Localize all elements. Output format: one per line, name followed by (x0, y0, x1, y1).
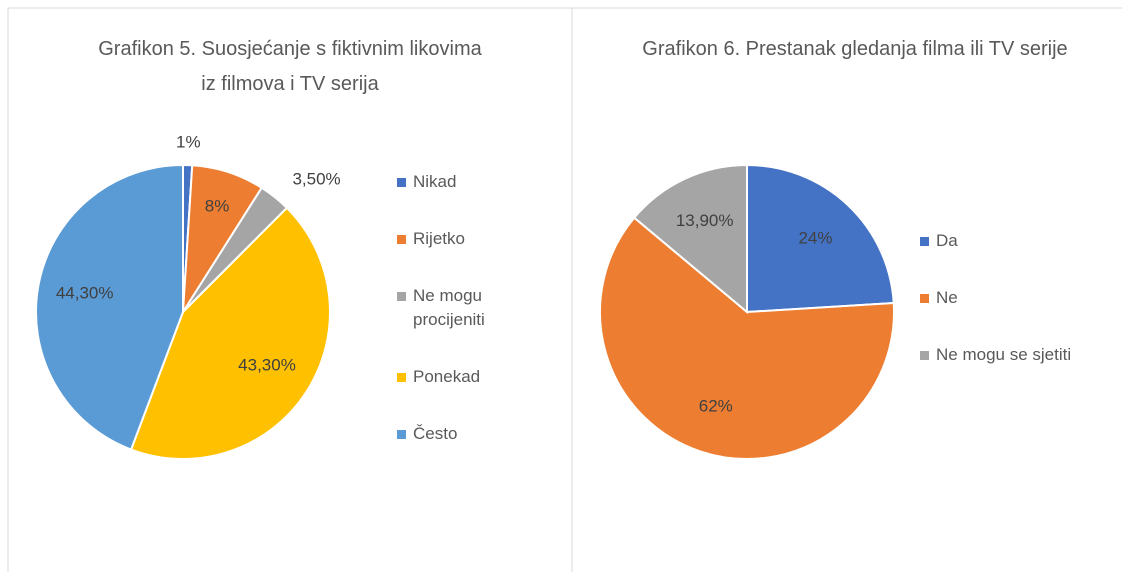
chart-title: Grafikon 6. Prestanak gledanja filma ili… (642, 38, 1068, 60)
legend-swatch (920, 351, 929, 360)
legend-label: Da (936, 231, 958, 250)
legend-item: Rijetko (397, 227, 557, 251)
legend-swatch (920, 237, 929, 246)
data-label: 44,30% (56, 284, 114, 303)
data-label: 3,50% (292, 170, 340, 189)
legend-item: Ponekad (397, 365, 557, 389)
data-label: 43,30% (238, 356, 296, 375)
legend-label: Često (413, 424, 458, 443)
data-label: 13,90% (676, 211, 734, 230)
legend-label: Nikad (413, 172, 457, 191)
pie-slice (599, 216, 895, 460)
legend-item: Ne mogu se sjetiti (920, 343, 1120, 367)
legend-swatch (397, 373, 406, 382)
chart-title: Grafikon 5. Suosjećanje s fiktivnim liko… (98, 38, 482, 95)
legend-swatch (397, 430, 406, 439)
legend-swatch (397, 235, 406, 244)
legend-item: Često (397, 422, 557, 446)
legend-swatch (397, 178, 406, 187)
legend-label: Ponekad (413, 367, 481, 386)
data-label: 24% (798, 229, 832, 248)
pie-slice (632, 163, 748, 315)
pie-slice (35, 163, 184, 451)
legend: Nikad Rijetko Ne mogu procijeniti Ponekad Če… (397, 170, 557, 479)
legend-item: Ne (920, 286, 1120, 310)
legend-swatch (397, 292, 406, 301)
legend-swatch (920, 294, 929, 303)
data-label: 8% (205, 197, 230, 216)
legend-item: Ne mogu procijeniti (397, 284, 557, 332)
legend-label: Ne mogu se sjetiti (936, 345, 1072, 364)
data-label: 62% (699, 396, 733, 415)
legend-label: Rijetko (413, 229, 465, 248)
legend-label: Ne (936, 288, 958, 307)
legend-item: Nikad (397, 170, 557, 194)
legend-label: Ne mogu procijeniti (413, 286, 485, 329)
data-label: 1% (176, 133, 201, 152)
legend: Da Ne Ne mogu se sjetiti (920, 229, 1120, 400)
pie-slice (746, 163, 895, 314)
legend-item: Da (920, 229, 1120, 253)
pie-slice (129, 206, 331, 460)
